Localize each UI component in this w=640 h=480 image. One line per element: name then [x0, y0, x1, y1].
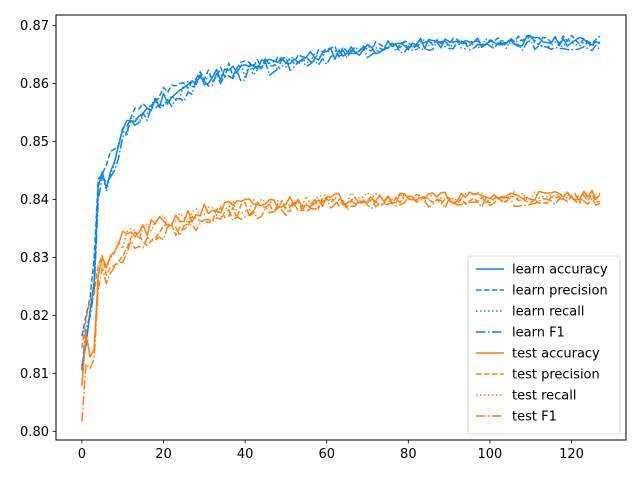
legend-label: learn recall: [512, 305, 584, 320]
legend-label: test precision: [512, 368, 600, 383]
x-tick-label: 60: [318, 447, 335, 462]
x-tick-label: 100: [478, 447, 503, 462]
series-line-learn-recall: [81, 36, 601, 369]
legend-label: test recall: [512, 389, 577, 404]
legend-box: [467, 255, 621, 435]
legend-label: test F1: [512, 410, 557, 425]
x-tick-label: 20: [155, 447, 172, 462]
y-tick-label: 0.83: [20, 251, 49, 266]
series-line-test-f1: [81, 196, 601, 422]
y-tick-label: 0.85: [20, 135, 49, 150]
legend-label: test accuracy: [512, 347, 600, 362]
y-tick-label: 0.87: [20, 19, 49, 34]
y-axis: 0.80 0.81 0.82 0.83 0.84 0.85 0.86 0.87: [20, 19, 56, 440]
x-axis: 0 20 40 60 80 100 120: [78, 440, 584, 462]
y-tick-label: 0.81: [20, 367, 49, 382]
y-tick-label: 0.80: [20, 425, 49, 440]
legend: learn accuracy learn precision learn recal…: [467, 255, 621, 435]
legend-label: learn precision: [512, 284, 608, 299]
x-tick-label: 0: [78, 447, 86, 462]
y-tick-label: 0.84: [20, 193, 49, 208]
x-tick-label: 40: [237, 447, 254, 462]
legend-label: learn accuracy: [512, 263, 608, 278]
y-tick-label: 0.82: [20, 309, 49, 324]
legend-label: learn F1: [512, 326, 565, 341]
series-line-learn-f1: [81, 39, 601, 371]
y-tick-label: 0.86: [20, 77, 49, 92]
series-line-test-recall: [81, 190, 601, 384]
plot-lines: [81, 34, 601, 422]
x-tick-label: 80: [400, 447, 417, 462]
plot-frame: [55, 14, 627, 441]
x-tick-label: 120: [559, 447, 584, 462]
